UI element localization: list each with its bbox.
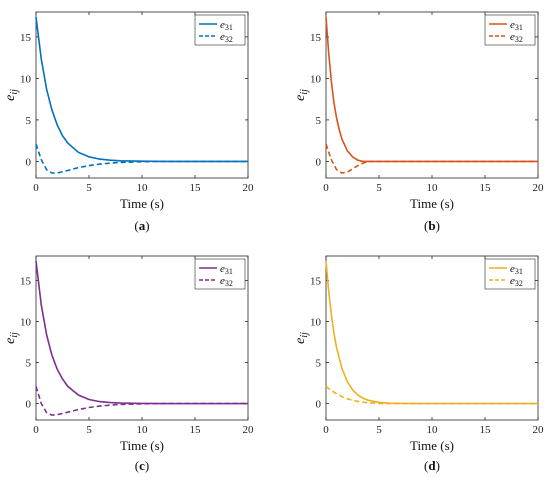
- y-axis-label: eij: [3, 332, 20, 344]
- x-tick-label: 0: [33, 182, 39, 194]
- y-tick-label: 5: [316, 115, 322, 127]
- panel-label: (b): [424, 218, 440, 233]
- y-axis-label: eij: [293, 89, 310, 101]
- panel-label: (a): [134, 218, 149, 233]
- series-line-e31: [35, 16, 248, 163]
- legend-box: [484, 14, 536, 46]
- x-axis-label: Time (s): [410, 196, 454, 211]
- y-tick-label: 0: [316, 399, 322, 411]
- y-tick-label: 15: [310, 32, 322, 44]
- legend-box: [484, 258, 536, 290]
- x-axis-label: Time (s): [120, 196, 164, 211]
- y-axis-label: eij: [3, 89, 20, 101]
- x-tick-label: 5: [86, 182, 92, 194]
- x-tick-label: 15: [480, 182, 492, 194]
- legend-box: [194, 14, 246, 46]
- y-tick-label: 10: [310, 73, 322, 85]
- legend-entry: e31: [220, 263, 233, 276]
- y-tick-label: 5: [26, 358, 32, 370]
- x-tick-label: 5: [86, 424, 92, 436]
- x-tick-label: 15: [480, 424, 492, 436]
- y-tick-label: 10: [20, 73, 32, 85]
- y-tick-label: 10: [310, 317, 322, 329]
- y-tick-label: 0: [26, 399, 32, 411]
- x-tick-label: 10: [427, 424, 439, 436]
- legend-entry: e31: [510, 19, 523, 32]
- series-line-e31: [325, 260, 538, 405]
- series-line-e32: [35, 386, 248, 416]
- y-tick-label: 15: [20, 32, 32, 44]
- y-tick-label: 15: [310, 276, 322, 288]
- x-tick-label: 5: [376, 424, 382, 436]
- x-tick-label: 20: [243, 424, 255, 436]
- x-tick-label: 10: [137, 182, 149, 194]
- legend-entry: e32: [220, 31, 233, 44]
- y-tick-label: 10: [20, 317, 32, 329]
- legend-entry: e32: [510, 31, 523, 44]
- legend-entry: e32: [510, 275, 523, 288]
- y-axis-label: eij: [293, 332, 310, 344]
- x-tick-label: 0: [323, 424, 329, 436]
- y-tick-label: 15: [20, 276, 32, 288]
- x-tick-label: 20: [533, 424, 545, 436]
- legend-entry: e32: [220, 275, 233, 288]
- y-tick-label: 5: [26, 115, 32, 127]
- y-tick-label: 0: [316, 156, 322, 168]
- legend-entry: e31: [510, 263, 523, 276]
- series-line-e31: [325, 16, 538, 163]
- series-line-e32: [35, 143, 248, 174]
- x-tick-label: 20: [243, 182, 255, 194]
- x-tick-label: 5: [376, 182, 382, 194]
- panel-label: (d): [424, 458, 440, 473]
- legend-box: [194, 258, 246, 290]
- x-tick-label: 0: [323, 182, 329, 194]
- y-tick-label: 5: [316, 358, 322, 370]
- x-tick-label: 10: [427, 182, 439, 194]
- series-line-e32: [325, 143, 538, 174]
- x-tick-label: 0: [33, 424, 39, 436]
- panel-label: (c): [135, 458, 149, 473]
- x-tick-label: 10: [137, 424, 149, 436]
- x-tick-label: 20: [533, 182, 545, 194]
- x-axis-label: Time (s): [410, 438, 454, 453]
- y-tick-label: 0: [26, 156, 32, 168]
- legend-entry: e31: [220, 19, 233, 32]
- x-axis-label: Time (s): [120, 438, 164, 453]
- x-tick-label: 15: [190, 424, 202, 436]
- x-tick-label: 15: [190, 182, 202, 194]
